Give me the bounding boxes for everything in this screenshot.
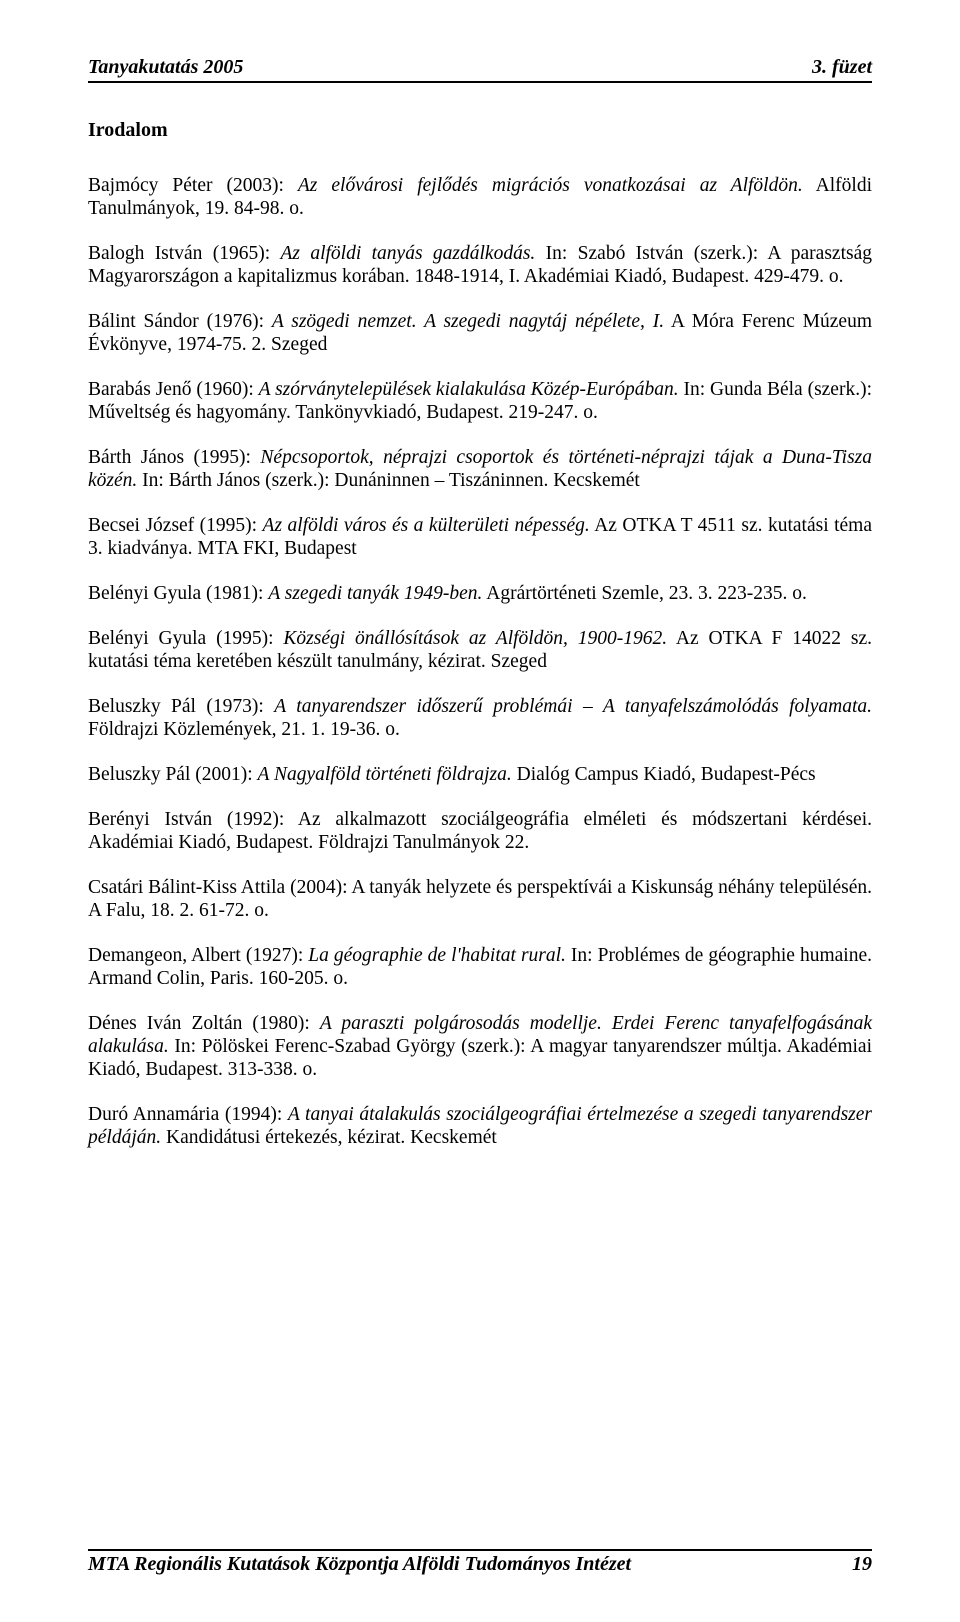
reference-entry: Bárth János (1995): Népcsoportok, népraj… bbox=[88, 446, 872, 492]
reference-entry: Demangeon, Albert (1927): La géographie … bbox=[88, 944, 872, 990]
reference-entry: Belényi Gyula (1995): Községi önállósítá… bbox=[88, 627, 872, 673]
header-right: 3. füzet bbox=[812, 56, 872, 79]
running-footer: MTA Regionális Kutatások Központja Alföl… bbox=[88, 1549, 872, 1576]
reference-entry: Berényi István (1992): Az alkalmazott sz… bbox=[88, 808, 872, 854]
reference-entry: Csatári Bálint-Kiss Attila (2004): A tan… bbox=[88, 876, 872, 922]
reference-entry: Balogh István (1965): Az alföldi tanyás … bbox=[88, 242, 872, 288]
section-title: Irodalom bbox=[88, 119, 872, 142]
reference-entry: Belényi Gyula (1981): A szegedi tanyák 1… bbox=[88, 582, 872, 605]
reference-entry: Bajmócy Péter (2003): Az elővárosi fejlő… bbox=[88, 174, 872, 220]
running-header: Tanyakutatás 2005 3. füzet bbox=[88, 56, 872, 83]
reference-entry: Duró Annamária (1994): A tanyai átalakul… bbox=[88, 1103, 872, 1149]
bibliography: Bajmócy Péter (2003): Az elővárosi fejlő… bbox=[88, 174, 872, 1149]
reference-entry: Beluszky Pál (2001): A Nagyalföld történ… bbox=[88, 763, 872, 786]
reference-entry: Bálint Sándor (1976): A szögedi nemzet. … bbox=[88, 310, 872, 356]
header-left: Tanyakutatás 2005 bbox=[88, 56, 243, 79]
page-number: 19 bbox=[852, 1553, 872, 1576]
footer-left: MTA Regionális Kutatások Központja Alföl… bbox=[88, 1553, 631, 1576]
reference-entry: Becsei József (1995): Az alföldi város é… bbox=[88, 514, 872, 560]
reference-entry: Dénes Iván Zoltán (1980): A paraszti pol… bbox=[88, 1012, 872, 1081]
page: Tanyakutatás 2005 3. füzet Irodalom Bajm… bbox=[0, 0, 960, 1622]
reference-entry: Beluszky Pál (1973): A tanyarendszer idő… bbox=[88, 695, 872, 741]
reference-entry: Barabás Jenő (1960): A szórványtelepülés… bbox=[88, 378, 872, 424]
